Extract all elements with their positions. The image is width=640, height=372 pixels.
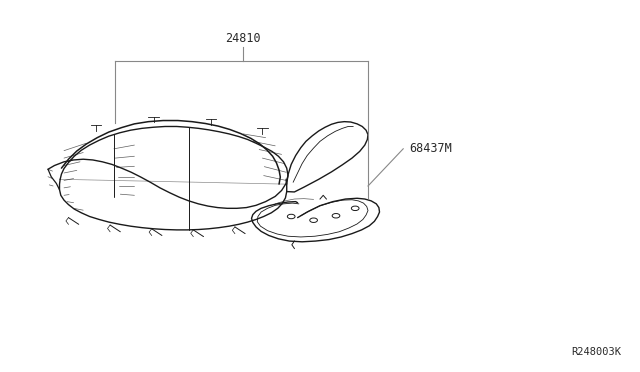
Text: 24810: 24810 [225, 32, 261, 45]
Text: R248003K: R248003K [571, 347, 621, 357]
Text: 68437M: 68437M [410, 142, 452, 155]
